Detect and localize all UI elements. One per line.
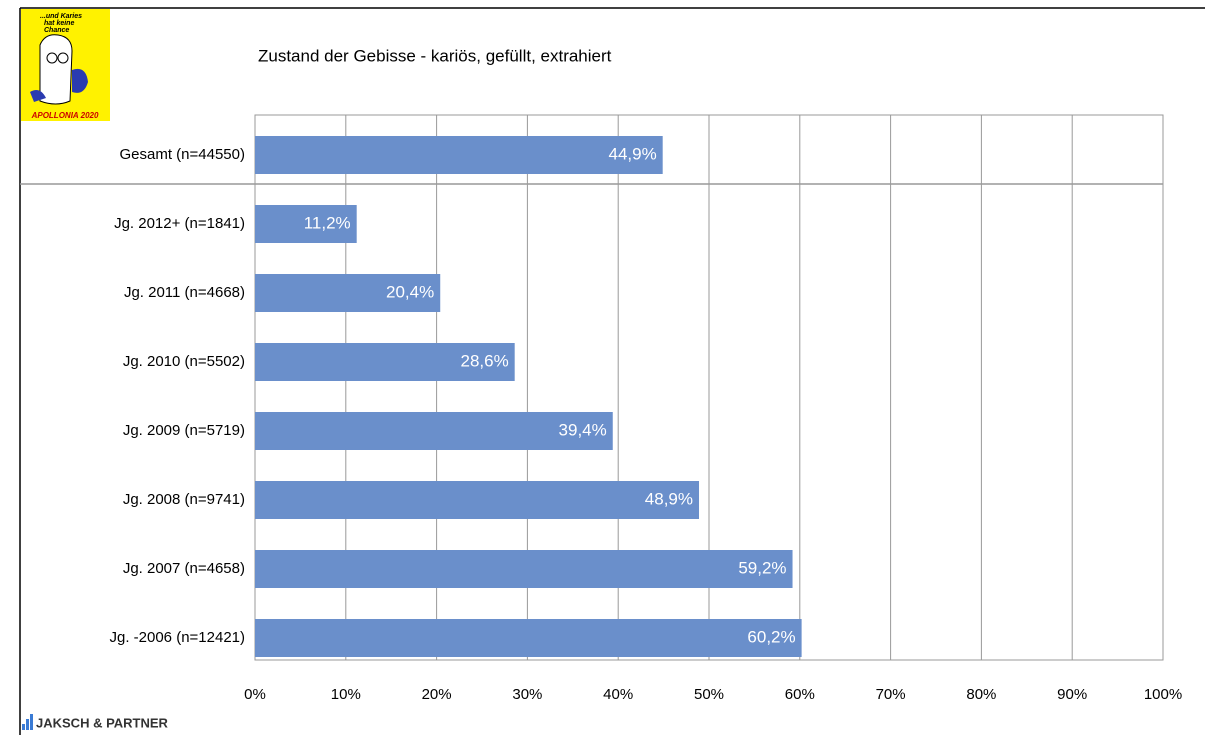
y-tick-label: Jg. 2008 (n=9741) [123, 491, 245, 508]
x-tick-label: 10% [331, 686, 361, 703]
value-label: 48,9% [645, 489, 693, 508]
footer-brand: JAKSCH & PARTNER [36, 715, 169, 730]
x-tick-label: 30% [512, 686, 542, 703]
y-tick-label: Jg. -2006 (n=12421) [109, 629, 245, 646]
logo-slogan: Chance [44, 27, 69, 34]
x-tick-label: 80% [966, 686, 996, 703]
x-tick-label: 50% [694, 686, 724, 703]
footer: JAKSCH & PARTNER [22, 714, 169, 730]
logo-slogan: ...und Karies [40, 13, 82, 20]
value-label: 39,4% [559, 420, 607, 439]
x-tick-label: 100% [1144, 686, 1182, 703]
chart-title: Zustand der Gebisse - kariös, gefüllt, e… [258, 46, 612, 65]
x-tick-label: 60% [785, 686, 815, 703]
bar [255, 550, 793, 588]
y-tick-label: Jg. 2009 (n=5719) [123, 422, 245, 439]
bar [255, 619, 802, 657]
plot-border [254, 114, 1164, 661]
x-tick-label: 40% [603, 686, 633, 703]
y-tick-label: Jg. 2010 (n=5502) [123, 353, 245, 370]
footer-icon [26, 719, 29, 730]
logo-tooth [39, 34, 73, 105]
bar [255, 343, 515, 381]
y-tick-label: Jg. 2012+ (n=1841) [114, 215, 245, 232]
x-tick-label: 70% [876, 686, 906, 703]
bar [255, 481, 700, 519]
y-tick-label: Gesamt (n=44550) [120, 146, 246, 163]
value-label: 20,4% [386, 282, 434, 301]
x-tick-label: 0% [244, 686, 266, 703]
y-tick-label: Jg. 2007 (n=4658) [123, 560, 245, 577]
bar [255, 136, 663, 174]
y-tick-label: Jg. 2011 (n=4668) [124, 284, 245, 301]
value-label: 11,2% [304, 213, 351, 232]
x-tick-label: 20% [422, 686, 452, 703]
x-tick-label: 90% [1057, 686, 1087, 703]
bar [255, 205, 357, 243]
logo-eye [57, 52, 69, 64]
footer-icon [30, 714, 33, 730]
value-label: 59,2% [738, 558, 786, 577]
bar [255, 412, 613, 450]
logo-blob [72, 68, 88, 93]
value-label: 28,6% [460, 351, 508, 370]
logo-caption: APOLLONIA 2020 [31, 111, 99, 120]
bar [255, 274, 441, 312]
logo: ...und Karies hat keine Chance APOLLONIA… [21, 9, 110, 121]
value-label: 60,2% [747, 627, 795, 646]
footer-icon [22, 724, 25, 730]
logo-blob [30, 90, 46, 102]
logo-eye [46, 52, 58, 64]
value-label: 44,9% [608, 144, 656, 163]
logo-slogan: hat keine [44, 20, 74, 27]
